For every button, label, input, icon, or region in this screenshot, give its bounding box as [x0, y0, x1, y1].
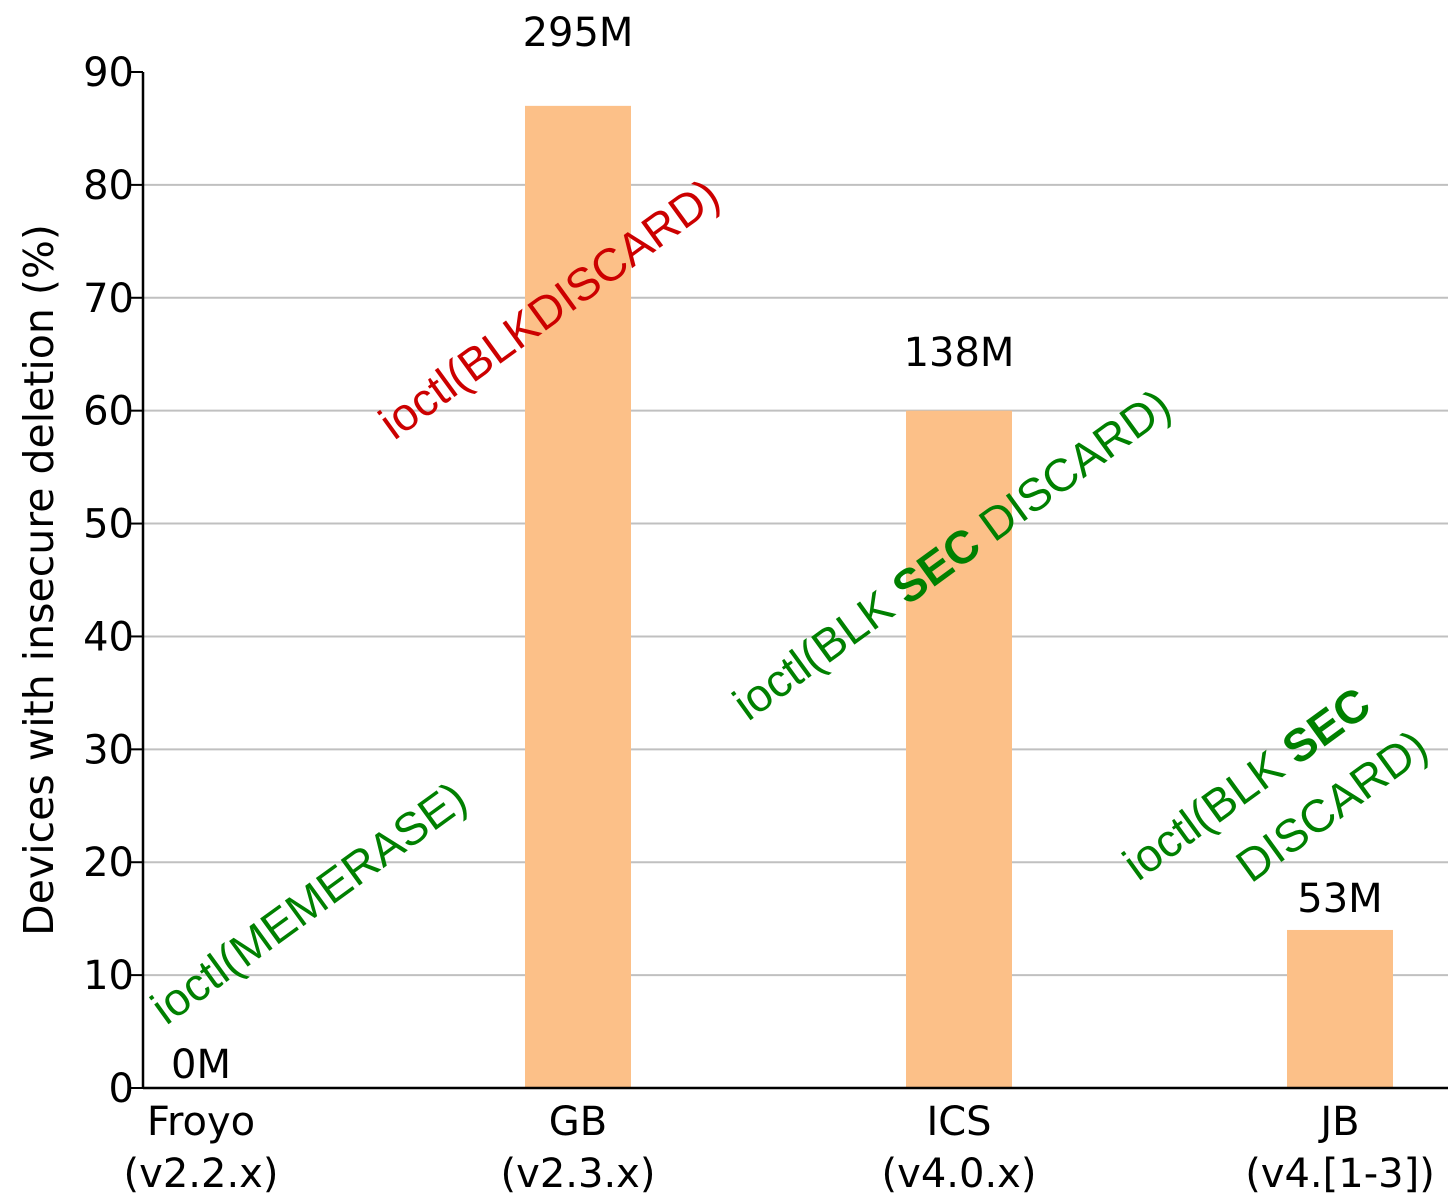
y-tick-label: 20 — [83, 840, 134, 886]
bar-jb — [1287, 929, 1393, 1088]
y-tick-label: 30 — [83, 727, 134, 773]
x-tick-label-version: (v4.0.x) — [882, 1151, 1037, 1196]
x-tick-label-name: Froyo — [147, 1099, 255, 1145]
annotation-label: ioctl(MEMERASE) — [141, 771, 476, 1034]
annotation-part: ioctl(MEMERASE) — [141, 771, 476, 1034]
y-tick-label: 80 — [83, 163, 134, 209]
grid-lines — [143, 183, 1448, 977]
bar-value-label: 138M — [904, 330, 1015, 376]
x-tick-label-name: JB — [1317, 1099, 1359, 1145]
y-tick-labels: 0 10 20 30 40 50 60 70 80 90 — [83, 50, 143, 1112]
bar-value-label: 295M — [523, 10, 634, 56]
y-tick-label: 0 — [109, 1066, 134, 1112]
x-tick-label-version: (v4.[1-3]) — [1245, 1151, 1435, 1196]
y-axis-label: Devices with insecure deletion (%) — [15, 224, 63, 936]
bars — [525, 105, 1393, 1089]
annotation-part: ioctl(BLK — [723, 572, 913, 730]
bar-value-label: 0M — [171, 1042, 231, 1088]
y-tick-label: 40 — [83, 614, 134, 660]
x-tick-labels: Froyo (v2.2.x) GB (v2.3.x) ICS (v4.0.x) JB (v4.… — [124, 1099, 1435, 1196]
x-tick-label-name: ICS — [926, 1099, 991, 1145]
bar-ics — [906, 410, 1012, 1089]
x-tick-label-version: (v2.3.x) — [501, 1151, 656, 1196]
y-tick-label: 50 — [83, 502, 134, 548]
bar-value-label: 53M — [1297, 876, 1382, 922]
x-tick-label-version: (v2.2.x) — [124, 1151, 279, 1196]
axes — [141, 72, 1448, 1090]
x-tick-label-name: GB — [549, 1099, 607, 1145]
y-tick-label: 90 — [83, 50, 134, 96]
bar-value-labels: 0M 295M 138M 53M — [171, 10, 1383, 1088]
y-tick-label: 70 — [83, 276, 134, 322]
y-tick-label: 10 — [83, 953, 134, 999]
bar-gb — [525, 105, 631, 1088]
y-tick-label: 60 — [83, 389, 134, 435]
